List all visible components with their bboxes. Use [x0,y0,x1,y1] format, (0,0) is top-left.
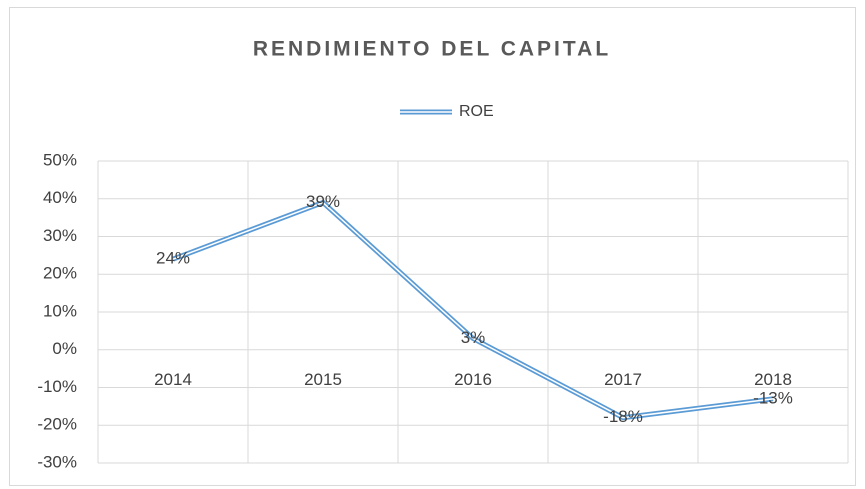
y-tick-label: 20% [43,264,77,283]
y-tick-label: 50% [43,150,77,169]
y-tick-label: 10% [43,301,77,320]
x-tick-label: 2018 [754,370,792,389]
data-label: -13% [753,388,793,407]
x-tick-label: 2014 [154,370,192,389]
y-tick-label: 30% [43,226,77,245]
x-tick-label: 2015 [304,370,342,389]
data-label: 24% [156,249,190,268]
x-tick-label: 2017 [604,370,642,389]
y-tick-label: -10% [37,377,77,396]
y-tick-label: 40% [43,188,77,207]
chart-title: RENDIMIENTO DEL CAPITAL [253,38,611,61]
chart-frame [9,7,856,486]
y-tick-label: -20% [37,415,77,434]
legend-label: ROE [459,103,494,120]
x-tick-label: 2016 [454,370,492,389]
series-line-inner [172,201,774,419]
data-label: 39% [306,192,340,211]
data-label: 3% [461,328,486,347]
data-label: -18% [603,407,643,426]
y-tick-label: -30% [37,452,77,471]
y-tick-label: 0% [52,339,77,358]
